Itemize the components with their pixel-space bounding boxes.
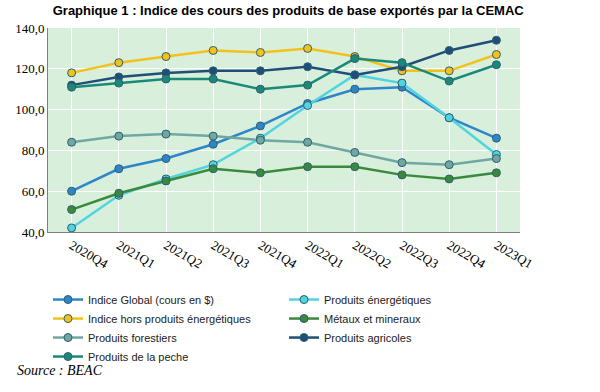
svg-text:40,0: 40,0 [22,225,45,240]
svg-text:Produits forestiers: Produits forestiers [88,332,177,344]
svg-text:2023Q1: 2023Q1 [492,237,536,271]
svg-text:120,0: 120,0 [15,61,44,76]
svg-text:2021Q3: 2021Q3 [208,237,252,271]
svg-text:Indice Global (cours en $): Indice Global (cours en $) [88,294,214,306]
svg-text:60,0: 60,0 [22,184,45,199]
svg-text:2021Q2: 2021Q2 [161,237,205,271]
svg-text:2020Q4: 2020Q4 [67,237,111,271]
svg-text:Produits agricoles: Produits agricoles [324,332,412,344]
svg-text:80,0: 80,0 [22,143,45,158]
svg-text:Indice hors produits énergétiq: Indice hors produits énergétiques [88,313,251,325]
svg-text:Produits énergétiques: Produits énergétiques [324,294,432,306]
svg-text:2022Q2: 2022Q2 [350,237,394,271]
svg-text:140,0: 140,0 [15,21,44,36]
svg-text:2021Q4: 2021Q4 [256,237,300,271]
svg-text:2021Q1: 2021Q1 [114,237,158,271]
svg-text:100,0: 100,0 [15,102,44,117]
svg-text:2022Q3: 2022Q3 [397,237,441,271]
svg-text:Métaux et mineraux: Métaux et mineraux [324,313,421,325]
svg-text:2022Q4: 2022Q4 [444,237,488,271]
svg-text:Graphique 1 : Indice des cours: Graphique 1 : Indice des cours des produ… [53,3,525,18]
svg-text:Produits de la peche: Produits de la peche [88,351,188,363]
svg-text:2022Q1: 2022Q1 [303,237,347,271]
svg-text:Source : BEAC: Source : BEAC [17,363,103,378]
